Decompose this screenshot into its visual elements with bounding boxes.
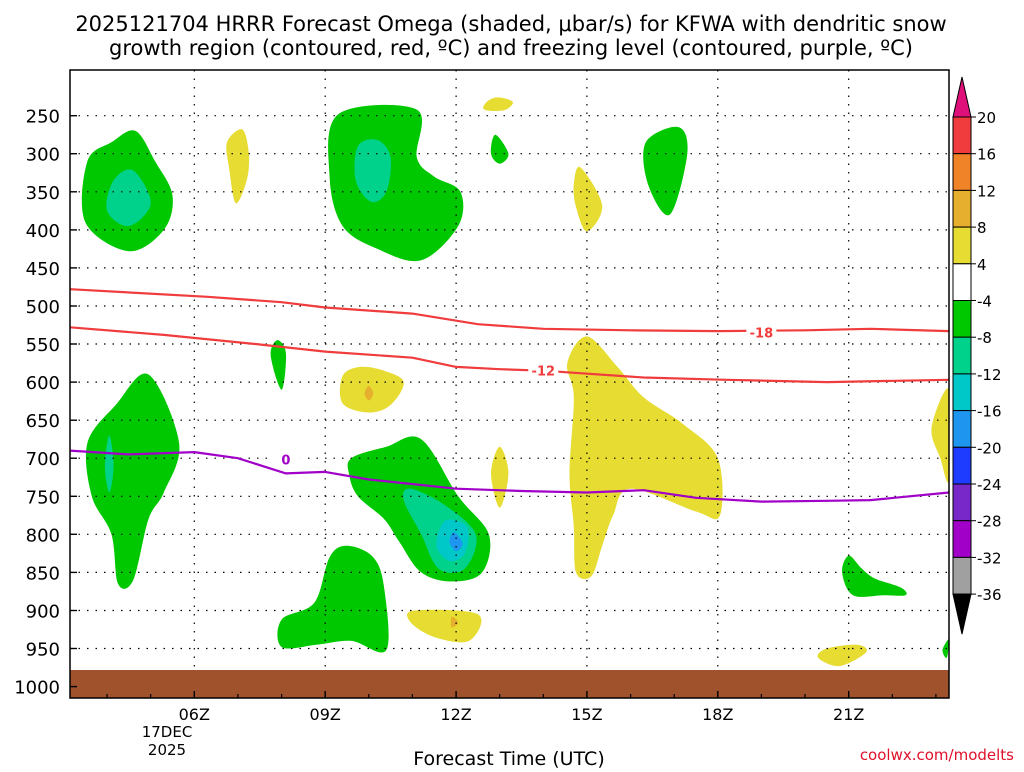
downward-motion-region [491, 446, 509, 508]
colorbar-swatch [952, 153, 972, 191]
contour-label-background [270, 451, 301, 467]
colorbar-swatch [952, 446, 972, 485]
colorbar-swatch [952, 336, 972, 375]
dgz-contour-lower [70, 326, 949, 384]
dgz-contour-upper [70, 288, 949, 333]
colorbar-swatch [952, 410, 972, 448]
downward-motion-region [817, 644, 867, 667]
colorbar-label: -28 [977, 513, 1002, 531]
upward-motion-region [106, 169, 151, 227]
upward-motion-region [85, 373, 180, 589]
x-axis: 06Z 09Z 12Z 15Z 18Z 21Z [106, 691, 937, 724]
y-tick-label: 350 [26, 183, 60, 204]
ground-layer [70, 670, 949, 698]
colorbar-swatch [952, 116, 972, 155]
x-tick-label: 18Z [702, 705, 733, 724]
y-tick-label: 500 [26, 297, 60, 318]
x-tick-label: 21Z [833, 705, 864, 724]
contour-label: -12 [532, 365, 556, 380]
colorbar: 20 16 12 8 4 -4 -8 -12 -16 -20 -24 -28 -32 -36 [952, 76, 1002, 635]
x-tick-label: 06Z [179, 705, 210, 724]
downward-motion-region [566, 336, 723, 580]
contour-label-background [746, 324, 777, 340]
y-tick-label: 250 [26, 107, 60, 128]
colorbar-label: -24 [977, 476, 1002, 494]
colorbar-swatch [952, 263, 972, 301]
downward-motion-region [931, 388, 949, 483]
upward-motion-region [842, 555, 907, 597]
date-label-year: 2025 [148, 741, 186, 759]
y-tick-label: 300 [26, 145, 60, 166]
below-ground-fill [70, 670, 949, 698]
freezing-level-contour [70, 449, 949, 503]
colorbar-label: 8 [977, 219, 987, 237]
chart-title-line1: 2025121704 HRRR Forecast Omega (shaded, … [75, 12, 946, 36]
upward-motion-region [354, 139, 392, 203]
upward-motion-region [643, 126, 688, 216]
x-tick-label: 15Z [571, 705, 602, 724]
omega-shading [81, 97, 949, 667]
colorbar-swatch [952, 520, 972, 558]
colorbar-swatch [952, 300, 972, 338]
colorbar-arrow-bottom [952, 593, 972, 635]
y-tick-label: 700 [26, 449, 60, 470]
colorbar-swatch [952, 189, 972, 228]
plot-frame [69, 69, 950, 699]
downward-motion-region [573, 166, 603, 232]
colorbar-label: 4 [977, 256, 987, 274]
downward-motion-region [407, 609, 482, 643]
chart-title-line2: growth region (contoured, red, ºC) and f… [109, 36, 913, 60]
upward-motion-region [270, 340, 287, 390]
contour-label: 0 [281, 454, 290, 469]
colorbar-label: -16 [977, 403, 1002, 421]
colorbar-label: -20 [977, 439, 1002, 457]
y-tick-label: 900 [26, 602, 60, 623]
y-tick-label: 400 [26, 221, 60, 242]
colorbar-swatch [952, 483, 972, 522]
y-tick-label: 850 [26, 563, 60, 584]
x-axis-title: Forecast Time (UTC) [413, 748, 604, 768]
plot-background [70, 70, 949, 698]
colorbar-label: 12 [977, 182, 996, 200]
x-tick-label: 12Z [440, 705, 471, 724]
x-tick-label: 09Z [310, 705, 341, 724]
colorbar-label: -36 [977, 586, 1002, 604]
upward-motion-region [104, 435, 114, 493]
colorbar-label: -32 [977, 549, 1002, 567]
y-axis: 250 300 350 400 450 500 550 600 650 700 750 800 850 9… [14, 107, 77, 699]
downward-motion-region [226, 129, 250, 204]
credit-text: coolwx.com/modelts [860, 746, 1014, 764]
y-tick-label: 950 [26, 640, 60, 661]
y-tick-label: 650 [26, 411, 60, 432]
colorbar-label: -12 [977, 366, 1002, 384]
colorbar-label: 16 [977, 146, 996, 164]
colorbar-label: -8 [977, 329, 992, 347]
y-tick-label: 600 [26, 373, 60, 394]
upward-motion-region [449, 532, 463, 552]
downward-motion-region [450, 616, 459, 628]
y-tick-label: 450 [26, 259, 60, 280]
colorbar-label: -4 [977, 293, 992, 311]
y-tick-label: 750 [26, 487, 60, 508]
y-tick-label: 1000 [14, 678, 60, 699]
contour-label-background [528, 362, 559, 378]
colorbar-swatch [952, 226, 972, 265]
downward-motion-region [483, 97, 513, 112]
downward-motion-region [364, 385, 374, 401]
contour-label: -18 [750, 327, 774, 342]
colorbar-swatch [952, 556, 972, 595]
y-tick-label: 550 [26, 335, 60, 356]
date-label-day: 17DEC [142, 723, 193, 741]
upward-motion-region [490, 134, 509, 164]
colorbar-label: 20 [977, 109, 996, 127]
y-tick-label: 800 [26, 525, 60, 546]
colorbar-swatch [952, 373, 972, 412]
upward-motion-region [277, 545, 389, 653]
colorbar-arrow-top [952, 76, 972, 118]
temperature-contours: -18 -12 0 [70, 288, 949, 503]
